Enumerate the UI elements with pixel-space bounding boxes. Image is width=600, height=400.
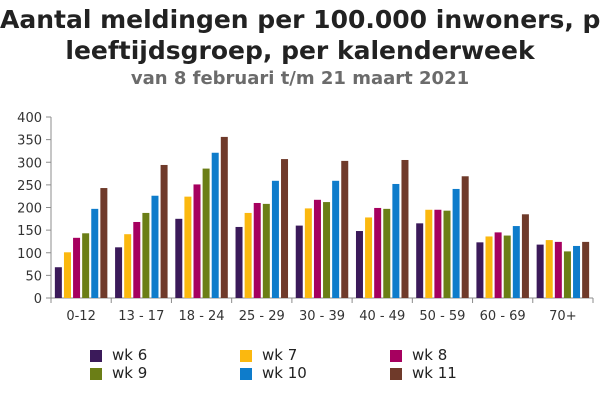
bar bbox=[461, 176, 469, 298]
y-tick-label: 250 bbox=[17, 179, 42, 194]
bar bbox=[211, 152, 219, 298]
bar bbox=[573, 245, 581, 298]
bar bbox=[392, 183, 400, 298]
bar bbox=[341, 160, 349, 298]
legend-label: wk 6 bbox=[112, 346, 148, 364]
bar bbox=[374, 207, 382, 298]
x-tick-label: 30 - 39 bbox=[299, 309, 345, 324]
bar bbox=[434, 209, 442, 298]
x-tick-label: 0-12 bbox=[66, 309, 96, 324]
bar bbox=[443, 210, 451, 298]
bar bbox=[100, 188, 108, 298]
bar bbox=[202, 168, 210, 298]
y-tick-label: 400 bbox=[17, 111, 42, 126]
chart-title: Aantal meldingen per 100.000 inwoners, p… bbox=[0, 4, 600, 66]
bar bbox=[554, 241, 562, 298]
x-tick-label: 18 - 24 bbox=[179, 309, 225, 324]
bar bbox=[425, 209, 433, 298]
legend-swatch bbox=[390, 350, 402, 362]
bar bbox=[262, 203, 270, 298]
bar bbox=[54, 267, 62, 298]
bar bbox=[494, 232, 502, 298]
chart-subtitle: van 8 februari t/m 21 maart 2021 bbox=[130, 68, 470, 89]
legend-label: wk 8 bbox=[412, 346, 448, 364]
bar bbox=[220, 136, 228, 298]
bar bbox=[91, 208, 99, 298]
x-tick-label: 40 - 49 bbox=[359, 309, 405, 324]
bar bbox=[271, 180, 279, 298]
bar bbox=[416, 223, 424, 298]
bar bbox=[133, 221, 141, 298]
bar bbox=[124, 234, 132, 298]
y-tick-label: 50 bbox=[25, 269, 42, 284]
legend-swatch bbox=[390, 368, 402, 380]
bar bbox=[281, 159, 289, 298]
legend-label: wk 7 bbox=[262, 346, 298, 364]
bar bbox=[323, 202, 331, 298]
legend-label: wk 9 bbox=[112, 364, 148, 382]
bar bbox=[244, 212, 252, 298]
bar bbox=[235, 226, 243, 298]
x-tick-label: 13 - 17 bbox=[118, 309, 164, 324]
y-tick-label: 150 bbox=[17, 224, 42, 239]
bar bbox=[563, 251, 571, 298]
bar-chart: 0 50 100 150 200 250 300 350 400 0-12 13 - 17 18 - … bbox=[17, 111, 594, 324]
bar bbox=[383, 208, 391, 298]
bar bbox=[313, 199, 321, 298]
x-tick-label: 25 - 29 bbox=[239, 309, 285, 324]
bar bbox=[160, 164, 168, 298]
bar bbox=[365, 217, 373, 298]
bar bbox=[151, 195, 159, 298]
y-tick-label: 300 bbox=[17, 156, 42, 171]
bar bbox=[476, 242, 484, 298]
bar bbox=[73, 237, 81, 298]
bar bbox=[503, 235, 511, 298]
legend-swatch bbox=[240, 350, 252, 362]
x-tick-label: 50 - 59 bbox=[419, 309, 465, 324]
bar bbox=[512, 226, 520, 298]
legend-swatch bbox=[90, 368, 102, 380]
legend-swatch bbox=[90, 350, 102, 362]
bar bbox=[545, 240, 553, 298]
legend-label: wk 10 bbox=[262, 364, 307, 382]
bar bbox=[536, 244, 544, 298]
bar bbox=[295, 225, 303, 298]
bar bbox=[452, 188, 460, 298]
bar bbox=[485, 236, 493, 298]
y-tick-label: 350 bbox=[17, 134, 42, 149]
bar bbox=[355, 231, 363, 298]
bar bbox=[582, 241, 590, 298]
bar bbox=[142, 212, 150, 298]
bar bbox=[304, 208, 312, 298]
x-tick-label: 60 - 69 bbox=[480, 309, 526, 324]
bar bbox=[332, 180, 340, 298]
chart-title-line-1: Aantal meldingen per 100.000 inwoners, p… bbox=[0, 5, 600, 34]
bar bbox=[175, 218, 183, 298]
bar bbox=[184, 196, 192, 298]
bar bbox=[63, 252, 71, 298]
bar bbox=[401, 159, 409, 298]
y-tick-label: 100 bbox=[17, 247, 42, 262]
y-tick-label: 0 bbox=[34, 292, 42, 307]
bar bbox=[193, 184, 201, 298]
bar bbox=[253, 202, 261, 298]
bar bbox=[521, 214, 529, 298]
x-tick-label: 70+ bbox=[549, 309, 576, 324]
bar bbox=[82, 233, 90, 298]
legend-swatch bbox=[240, 368, 252, 380]
chart-title-line-2: leeftijdsgroep, per kalenderweek bbox=[65, 36, 535, 65]
legend-label: wk 11 bbox=[412, 364, 457, 382]
y-tick-label: 200 bbox=[17, 202, 42, 217]
bar bbox=[115, 247, 123, 298]
